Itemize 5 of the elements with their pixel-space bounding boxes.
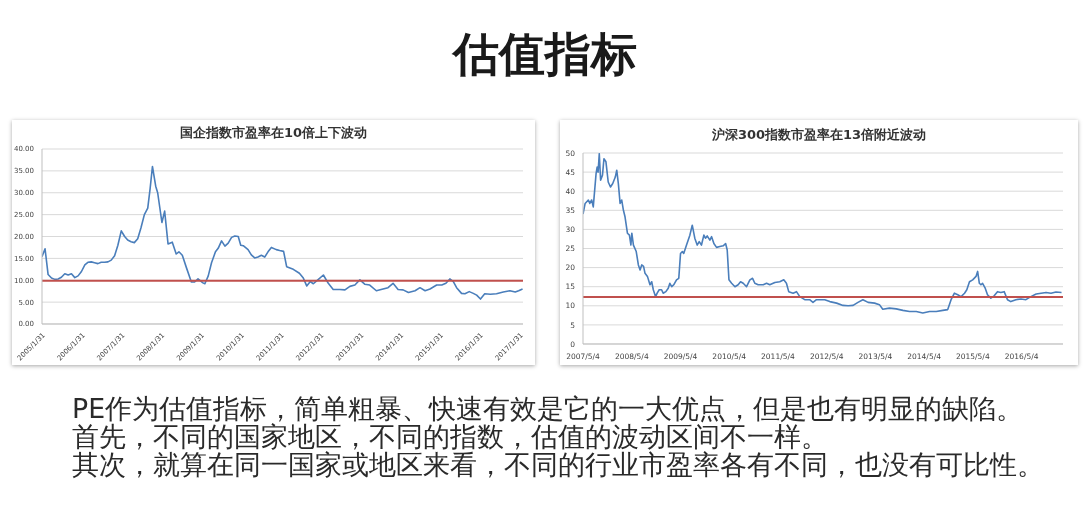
line-series — [583, 153, 1063, 314]
chart-title: 沪深300指数市盈率在13倍附近波动 — [710, 126, 928, 144]
line-series — [42, 165, 523, 300]
chart-title: 国企指数市盈率在10倍上下波动 — [178, 124, 369, 142]
text: 估值指标 — [451, 27, 638, 81]
